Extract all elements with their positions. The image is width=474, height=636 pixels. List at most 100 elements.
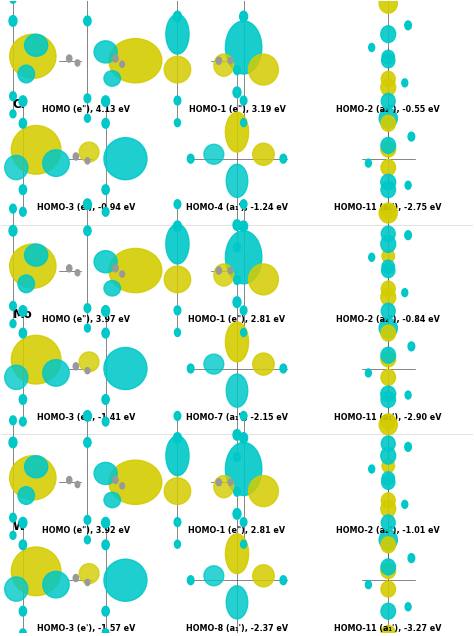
Circle shape — [75, 270, 80, 276]
Ellipse shape — [381, 515, 395, 530]
Circle shape — [240, 200, 247, 209]
Ellipse shape — [164, 266, 191, 293]
Circle shape — [405, 603, 411, 611]
Ellipse shape — [18, 275, 35, 293]
Ellipse shape — [214, 476, 234, 498]
Text: HOMO-1 (e"), 3.19 eV: HOMO-1 (e"), 3.19 eV — [189, 105, 285, 114]
Circle shape — [85, 158, 90, 164]
Ellipse shape — [104, 280, 120, 296]
Circle shape — [84, 94, 91, 103]
Circle shape — [102, 185, 109, 195]
Circle shape — [9, 301, 16, 310]
Ellipse shape — [381, 115, 395, 131]
Circle shape — [280, 364, 287, 373]
Ellipse shape — [379, 530, 397, 550]
Circle shape — [9, 437, 17, 448]
Ellipse shape — [382, 53, 395, 68]
Circle shape — [280, 155, 287, 163]
Ellipse shape — [379, 415, 397, 434]
Text: HOMO-11 (a₁'), -2.75 eV: HOMO-11 (a₁'), -2.75 eV — [335, 203, 442, 212]
Circle shape — [174, 518, 181, 527]
Circle shape — [280, 576, 287, 584]
Circle shape — [84, 114, 91, 122]
Ellipse shape — [382, 263, 395, 278]
Text: HOMO-2 (a₂"), -0.55 eV: HOMO-2 (a₂"), -0.55 eV — [337, 105, 440, 114]
Ellipse shape — [94, 462, 117, 485]
Ellipse shape — [226, 164, 248, 197]
Ellipse shape — [381, 204, 395, 219]
Circle shape — [234, 66, 240, 74]
Ellipse shape — [11, 335, 61, 384]
Circle shape — [174, 411, 181, 420]
Ellipse shape — [381, 281, 395, 296]
Ellipse shape — [104, 492, 120, 508]
Ellipse shape — [43, 150, 69, 176]
Ellipse shape — [381, 386, 396, 401]
Circle shape — [102, 328, 109, 338]
Ellipse shape — [382, 260, 394, 273]
Ellipse shape — [381, 303, 395, 319]
Text: HOMO-7 (a₁'), -2.15 eV: HOMO-7 (a₁'), -2.15 eV — [186, 413, 288, 422]
Circle shape — [83, 199, 91, 209]
Ellipse shape — [381, 347, 395, 363]
Circle shape — [73, 363, 79, 370]
Circle shape — [234, 487, 240, 496]
Circle shape — [187, 155, 194, 163]
Ellipse shape — [381, 537, 395, 553]
Circle shape — [19, 118, 27, 128]
Ellipse shape — [226, 443, 262, 495]
Circle shape — [84, 16, 91, 26]
Ellipse shape — [104, 559, 147, 601]
Circle shape — [369, 253, 374, 261]
Circle shape — [84, 536, 91, 544]
Circle shape — [102, 417, 109, 426]
Ellipse shape — [164, 478, 191, 504]
Ellipse shape — [5, 155, 28, 180]
Ellipse shape — [381, 160, 395, 176]
Circle shape — [365, 369, 371, 377]
Circle shape — [228, 268, 233, 273]
Circle shape — [187, 364, 194, 373]
Circle shape — [174, 306, 181, 315]
Circle shape — [234, 453, 240, 461]
Ellipse shape — [379, 108, 397, 128]
Ellipse shape — [381, 71, 395, 86]
Ellipse shape — [9, 34, 56, 78]
Circle shape — [101, 518, 109, 528]
Circle shape — [19, 207, 26, 216]
Circle shape — [102, 606, 109, 616]
Ellipse shape — [381, 235, 396, 252]
Ellipse shape — [11, 125, 61, 174]
Circle shape — [84, 304, 91, 312]
Ellipse shape — [381, 141, 396, 157]
Circle shape — [405, 391, 411, 399]
Ellipse shape — [253, 353, 274, 375]
Ellipse shape — [381, 447, 396, 464]
Circle shape — [19, 96, 27, 106]
Circle shape — [19, 185, 27, 195]
Circle shape — [113, 476, 118, 483]
Ellipse shape — [5, 577, 28, 601]
Circle shape — [10, 320, 16, 328]
Circle shape — [84, 438, 91, 447]
Circle shape — [9, 416, 16, 425]
Ellipse shape — [381, 559, 395, 575]
Ellipse shape — [253, 565, 274, 587]
Circle shape — [19, 328, 27, 338]
Circle shape — [83, 411, 91, 421]
Ellipse shape — [382, 472, 394, 485]
Text: HOMO-4 (a₁'), -1.24 eV: HOMO-4 (a₁'), -1.24 eV — [186, 203, 288, 212]
Ellipse shape — [381, 93, 395, 109]
Circle shape — [9, 92, 16, 100]
Circle shape — [365, 159, 371, 167]
Circle shape — [174, 200, 181, 209]
Circle shape — [234, 243, 240, 252]
Ellipse shape — [166, 224, 189, 264]
Ellipse shape — [381, 370, 395, 385]
Ellipse shape — [204, 566, 224, 586]
Ellipse shape — [104, 71, 120, 86]
Text: HOMO-3 (e'), -0.94 eV: HOMO-3 (e'), -0.94 eV — [36, 203, 135, 212]
Circle shape — [173, 221, 182, 232]
Ellipse shape — [381, 563, 396, 579]
Ellipse shape — [381, 289, 396, 305]
